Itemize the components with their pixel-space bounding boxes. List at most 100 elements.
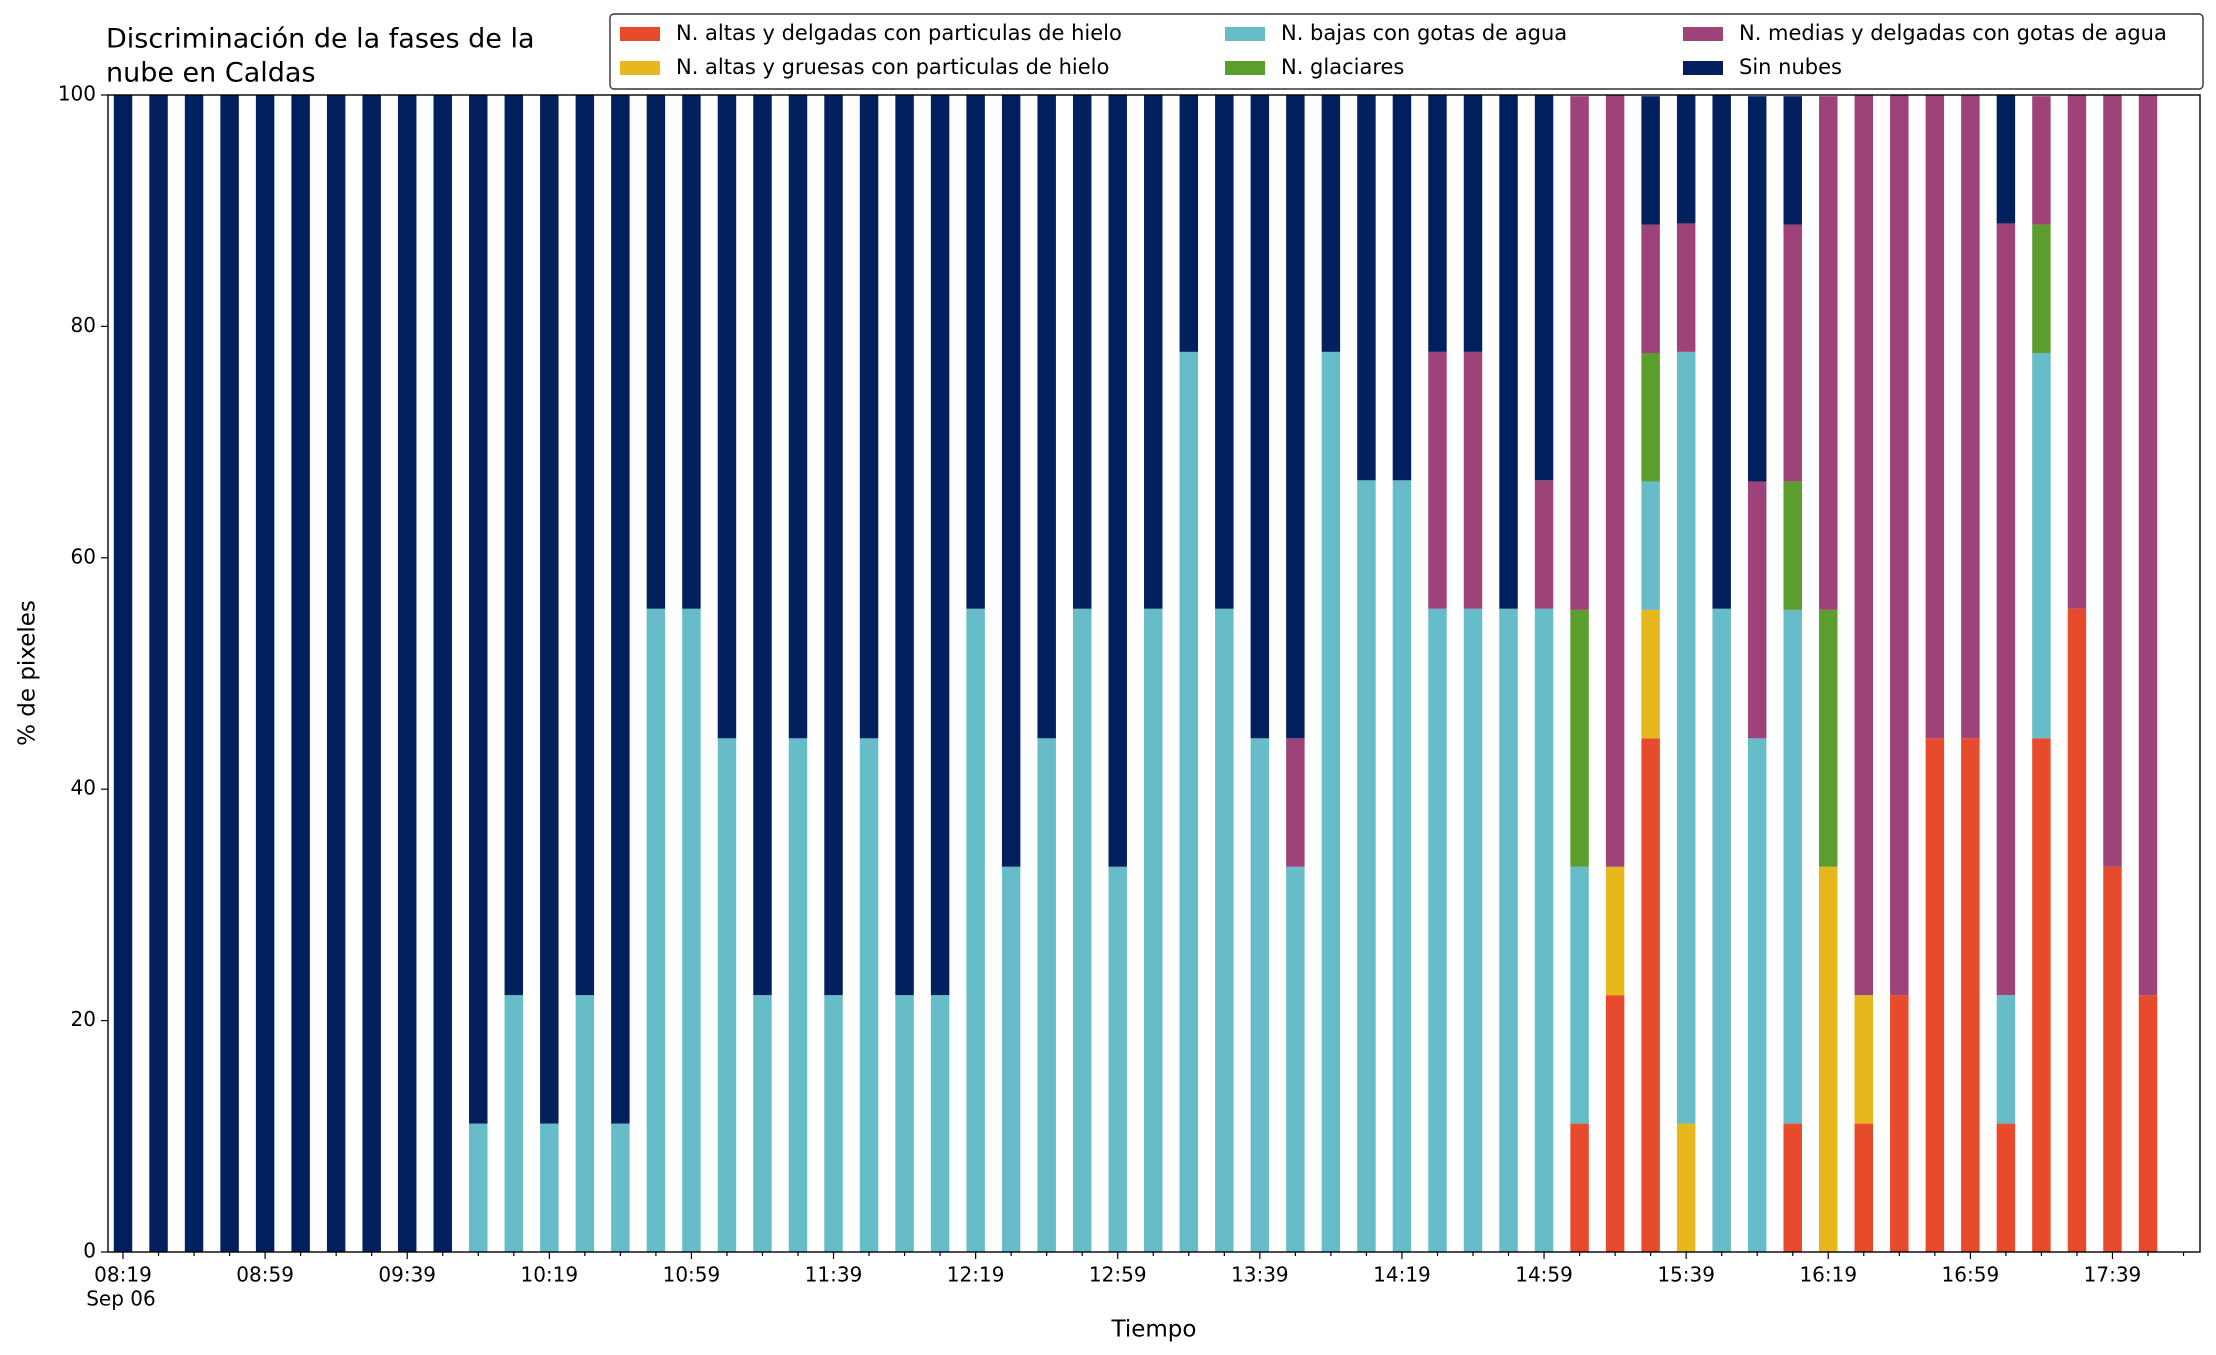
bar-segment	[2138, 95, 2158, 996]
bar-segment	[646, 95, 666, 609]
bar-segment	[326, 95, 346, 1252]
bar-segment	[2032, 738, 2051, 1252]
bar-segment	[1996, 1123, 2016, 1252]
bar-segment	[1783, 609, 1802, 1124]
bar-segment	[788, 95, 808, 739]
bar-segment	[2032, 224, 2051, 354]
bar-segment	[1605, 95, 1625, 867]
bar-segment	[433, 95, 452, 1252]
bar-segment	[504, 995, 524, 1252]
x-tick-label: 12:19	[947, 1263, 1005, 1287]
bar-segment	[1392, 480, 1412, 1252]
bar-segment	[1854, 995, 1874, 1124]
bar-segment	[1001, 95, 1021, 867]
bar-segment	[1499, 608, 1518, 1252]
bar-segment	[1819, 866, 1838, 1252]
bar-segment	[1179, 351, 1199, 1252]
bar-segment	[966, 95, 985, 609]
bar-segment	[753, 95, 772, 996]
bar-segment	[1996, 95, 2016, 224]
bar-segment	[1819, 609, 1838, 867]
y-tick-label: 20	[71, 1007, 96, 1031]
bar-segment	[540, 95, 559, 1124]
bar-segment	[2032, 353, 2051, 739]
bar-segment	[1001, 866, 1021, 1252]
bar-segment	[824, 95, 843, 996]
legend-label: N. glaciares	[1281, 55, 1404, 79]
chart-title: Discriminación de la fases de la	[106, 24, 535, 55]
bar-segment	[1215, 608, 1234, 1252]
y-tick-label: 0	[83, 1239, 96, 1263]
bar-segment	[1783, 1123, 1802, 1252]
bar-segment	[753, 995, 772, 1252]
bar-segment	[1072, 95, 1092, 609]
bar-segment	[1286, 866, 1305, 1252]
x-tick-label: 15:39	[1657, 1263, 1715, 1287]
bar-segment	[1783, 224, 1802, 482]
legend-swatch	[1225, 27, 1265, 41]
bar-segment	[859, 95, 879, 739]
x-tick-label: 14:59	[1515, 1263, 1573, 1287]
bar-segment	[717, 738, 737, 1252]
bar-segment	[859, 738, 879, 1252]
bar-segment	[1641, 609, 1660, 739]
bar-segment	[1854, 1123, 1874, 1252]
bar-segment	[1534, 480, 1554, 609]
bar-segment	[1357, 480, 1376, 1252]
bar-segment	[1286, 95, 1305, 739]
bar-segment	[1890, 95, 1909, 996]
bar-segment	[611, 1123, 630, 1252]
bar-segment	[1357, 95, 1376, 481]
bar-segment	[895, 95, 914, 996]
legend-label: Sin nubes	[1739, 55, 1842, 79]
bar-segment	[1925, 738, 1945, 1252]
bar-segment	[1144, 95, 1163, 609]
bar-segment	[1179, 95, 1199, 352]
bar-segment	[824, 995, 843, 1252]
chart-title: nube en Caldas	[106, 58, 316, 89]
bar-segment	[1144, 608, 1163, 1252]
bar-segment	[1570, 1123, 1589, 1252]
bar-segment	[1747, 96, 1767, 482]
x-tick-label: 10:59	[663, 1263, 721, 1287]
bar-segment	[1961, 738, 1980, 1252]
bar-segment	[1641, 481, 1660, 610]
bar-segment	[1250, 738, 1270, 1252]
y-tick-label: 100	[58, 82, 96, 106]
bar-segment	[1250, 95, 1270, 739]
bar-segment	[1641, 96, 1660, 225]
x-tick-label: 09:39	[378, 1263, 436, 1287]
bar-segment	[1890, 995, 1909, 1252]
bar-segment	[469, 1123, 488, 1252]
bar-segment	[1392, 95, 1412, 481]
legend-swatch	[1683, 61, 1723, 75]
legend-label: N. medias y delgadas con gotas de agua	[1739, 21, 2167, 45]
bar-segment	[1428, 608, 1447, 1252]
bar-segment	[575, 95, 595, 996]
x-axis-label: Tiempo	[1111, 1317, 1197, 1343]
legend-label: N. altas y delgadas con particulas de hi…	[676, 21, 1122, 45]
bar-segment	[2138, 995, 2158, 1252]
bar-segment	[1072, 608, 1092, 1252]
bar-segment	[1676, 351, 1696, 1124]
x-tick-label: 12:59	[1089, 1263, 1147, 1287]
x-tick-label: 16:19	[1799, 1263, 1857, 1287]
bar-segment	[1215, 95, 1234, 609]
legend-swatch	[620, 61, 660, 75]
bar-segment	[611, 95, 630, 1124]
bar-segment	[397, 95, 417, 1252]
bar-segment	[930, 995, 950, 1252]
x-tick-label: 17:39	[2084, 1263, 2142, 1287]
bar-segment	[1534, 608, 1554, 1252]
bar-segment	[1108, 866, 1127, 1252]
bar-segment	[788, 738, 808, 1252]
bar-segment	[1996, 223, 2016, 996]
x-tick-label: 11:39	[805, 1263, 863, 1287]
bar-segment	[717, 95, 737, 739]
x-tick-label: 16:59	[1942, 1263, 2000, 1287]
bar-segment	[1605, 995, 1625, 1252]
bar-segment	[255, 95, 275, 1252]
bar-segment	[1463, 95, 1483, 352]
bar-segment	[1570, 609, 1589, 867]
bar-segment	[930, 95, 950, 996]
